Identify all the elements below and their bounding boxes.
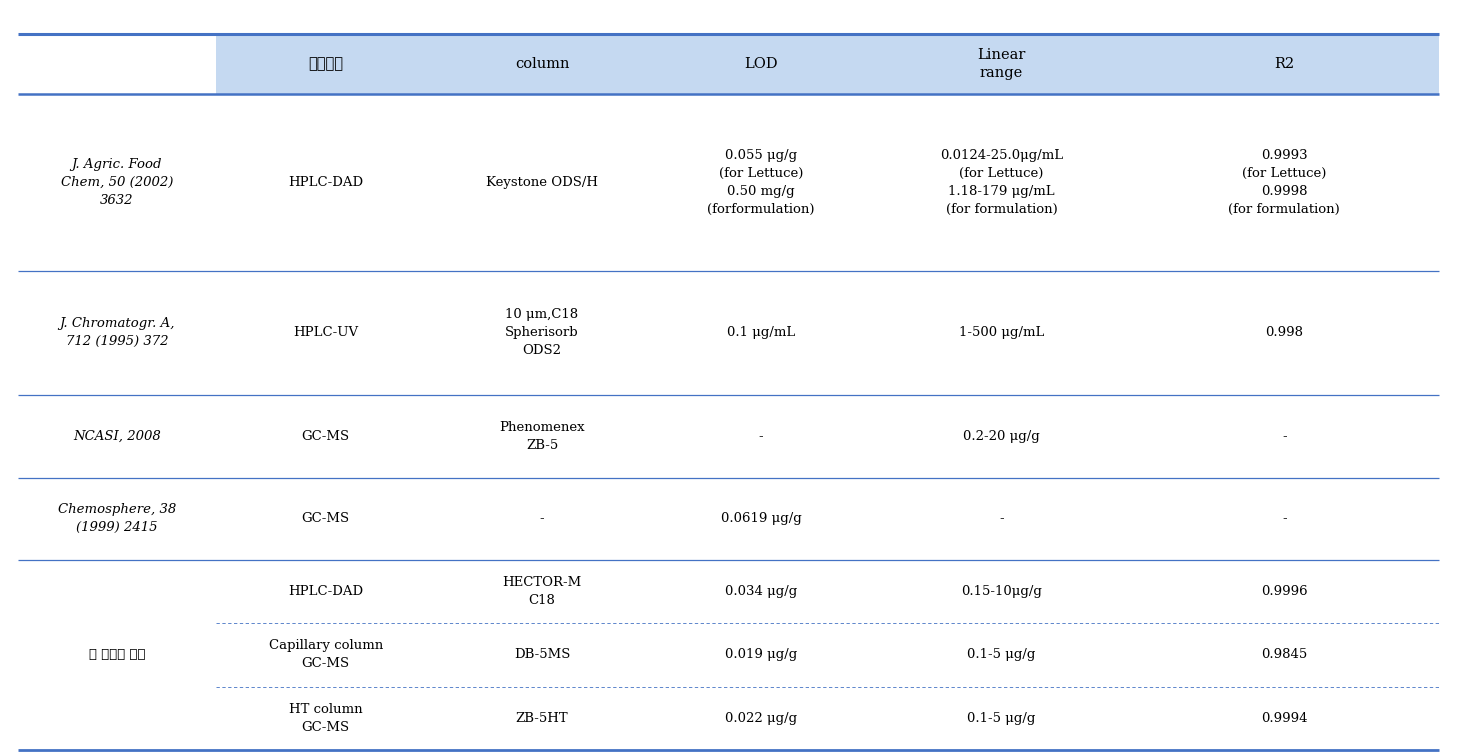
Text: 0.055 μg/g
(for Lettuce)
0.50 mg/g
(forformulation): 0.055 μg/g (for Lettuce) 0.50 mg/g (forf… bbox=[707, 149, 815, 216]
Text: LOD: LOD bbox=[744, 57, 779, 71]
Text: GC-MS: GC-MS bbox=[302, 512, 349, 526]
Text: -: - bbox=[539, 512, 545, 526]
Text: -: - bbox=[1281, 429, 1287, 443]
Text: J. Agric. Food
Chem, 50 (2002)
3632: J. Agric. Food Chem, 50 (2002) 3632 bbox=[61, 158, 172, 207]
Text: 0.1 μg/mL: 0.1 μg/mL bbox=[728, 326, 795, 339]
Text: HECTOR-M
C18: HECTOR-M C18 bbox=[503, 576, 581, 608]
Text: column: column bbox=[514, 57, 570, 71]
Text: DB-5MS: DB-5MS bbox=[514, 648, 570, 662]
Text: NCASI, 2008: NCASI, 2008 bbox=[73, 429, 161, 443]
Text: Keystone ODS/H: Keystone ODS/H bbox=[487, 176, 598, 189]
Text: 0.998: 0.998 bbox=[1265, 326, 1303, 339]
Text: GC-MS: GC-MS bbox=[302, 429, 349, 443]
Text: -: - bbox=[999, 512, 1004, 526]
Text: R2: R2 bbox=[1274, 57, 1294, 71]
Text: 0.15-10μg/g: 0.15-10μg/g bbox=[961, 585, 1042, 599]
Text: 0.0124-25.0μg/mL
(for Lettuce)
1.18-179 μg/mL
(for formulation): 0.0124-25.0μg/mL (for Lettuce) 1.18-179 … bbox=[939, 149, 1064, 216]
Text: 0.022 μg/g: 0.022 μg/g bbox=[725, 711, 798, 725]
Text: -: - bbox=[758, 429, 764, 443]
Text: Phenomenex
ZB-5: Phenomenex ZB-5 bbox=[500, 420, 584, 452]
Text: ZB-5HT: ZB-5HT bbox=[516, 711, 568, 725]
Text: 10 μm,C18
Spherisorb
ODS2: 10 μm,C18 Spherisorb ODS2 bbox=[506, 308, 579, 357]
Text: HT column
GC-MS: HT column GC-MS bbox=[289, 702, 362, 734]
Text: HPLC-UV: HPLC-UV bbox=[294, 326, 358, 339]
Text: 0.1-5 μg/g: 0.1-5 μg/g bbox=[967, 711, 1036, 725]
Text: J. Chromatogr. A,
712 (1995) 372: J. Chromatogr. A, 712 (1995) 372 bbox=[58, 317, 175, 348]
Text: 0.0619 μg/g: 0.0619 μg/g bbox=[720, 512, 802, 526]
Text: Chemosphere, 38
(1999) 2415: Chemosphere, 38 (1999) 2415 bbox=[58, 503, 175, 535]
Text: Linear
range: Linear range bbox=[977, 47, 1026, 80]
Text: 0.9993
(for Lettuce)
0.9998
(for formulation): 0.9993 (for Lettuce) 0.9998 (for formula… bbox=[1229, 149, 1340, 216]
Text: 0.034 μg/g: 0.034 μg/g bbox=[725, 585, 798, 599]
Text: 0.9845: 0.9845 bbox=[1261, 648, 1308, 662]
Text: -: - bbox=[1281, 512, 1287, 526]
Text: 0.9996: 0.9996 bbox=[1261, 585, 1308, 599]
Text: Capillary column
GC-MS: Capillary column GC-MS bbox=[269, 639, 383, 671]
Text: 0.9994: 0.9994 bbox=[1261, 711, 1308, 725]
Text: 1-500 μg/mL: 1-500 μg/mL bbox=[958, 326, 1045, 339]
Text: 본 연구의 방법: 본 연구의 방법 bbox=[89, 648, 145, 662]
Text: HPLC-DAD: HPLC-DAD bbox=[288, 176, 364, 189]
Text: HPLC-DAD: HPLC-DAD bbox=[288, 585, 364, 599]
Bar bbox=[216, 34, 1439, 94]
Text: 0.2-20 μg/g: 0.2-20 μg/g bbox=[963, 429, 1040, 443]
Text: 0.1-5 μg/g: 0.1-5 μg/g bbox=[967, 648, 1036, 662]
Text: 분석기기: 분석기기 bbox=[308, 57, 343, 71]
Text: 0.019 μg/g: 0.019 μg/g bbox=[725, 648, 798, 662]
